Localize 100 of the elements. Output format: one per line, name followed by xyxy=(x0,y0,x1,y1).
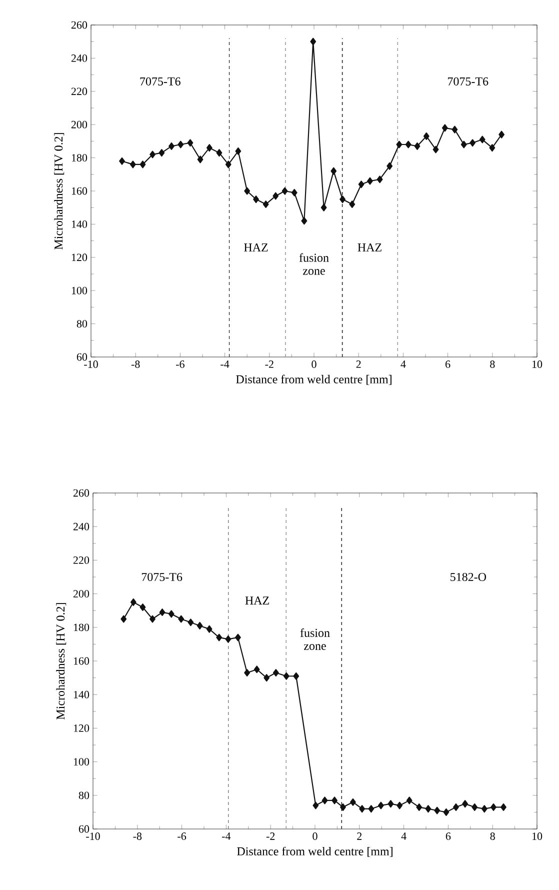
point xyxy=(500,803,506,811)
x-tick-label: -2 xyxy=(265,360,274,368)
y-tick-label: 120 xyxy=(72,254,88,262)
y-tick-label: 240 xyxy=(73,522,90,530)
annotation: 5182-O xyxy=(450,572,486,582)
annotation: fusion zone xyxy=(300,628,330,650)
y-axis-title: Microhardness [HV 0.2] xyxy=(54,133,64,250)
point xyxy=(432,146,439,154)
y-tick-label: 140 xyxy=(74,690,90,698)
point xyxy=(150,150,156,158)
x-tick-label: 6 xyxy=(446,832,451,840)
point xyxy=(254,666,260,674)
point xyxy=(206,625,212,633)
point xyxy=(442,124,448,132)
point xyxy=(376,176,383,184)
annotation: HAZ xyxy=(244,243,268,252)
point xyxy=(216,634,222,642)
y-tick-label: 200 xyxy=(73,590,90,598)
x-tick-label: 10 xyxy=(532,832,542,840)
y-tick-label: 80 xyxy=(78,792,90,800)
point xyxy=(253,196,259,204)
y-tick-label: 220 xyxy=(73,556,90,564)
point xyxy=(320,204,327,212)
point xyxy=(405,140,412,148)
y-tick-label: 260 xyxy=(73,489,90,497)
point xyxy=(330,167,337,175)
x-tick-label: 0 xyxy=(312,832,318,840)
point xyxy=(310,38,316,46)
point xyxy=(367,177,373,185)
y-axis-title: Microhardness [HV 0.2] xyxy=(56,603,66,720)
point xyxy=(386,162,393,170)
x-tick-label: -2 xyxy=(266,832,275,840)
point xyxy=(472,803,478,811)
point xyxy=(396,802,403,810)
point xyxy=(178,140,184,148)
x-tick-label: 8 xyxy=(490,832,495,840)
point xyxy=(235,147,242,155)
y-tick-label: 180 xyxy=(72,154,88,162)
point xyxy=(244,187,250,195)
point xyxy=(368,805,374,813)
point xyxy=(130,598,136,606)
x-tick-label: -10 xyxy=(84,360,98,368)
point xyxy=(283,672,290,680)
x-tick-label: 2 xyxy=(357,832,362,840)
x-tick-label: 6 xyxy=(446,360,450,368)
point xyxy=(378,802,384,810)
point xyxy=(434,806,440,814)
point xyxy=(272,669,279,677)
point xyxy=(332,796,338,804)
point xyxy=(225,635,232,643)
point xyxy=(150,615,156,623)
point xyxy=(479,136,486,144)
point xyxy=(140,160,146,168)
y-tick-label: 60 xyxy=(78,825,90,833)
point xyxy=(396,140,402,148)
point xyxy=(340,803,346,811)
point xyxy=(140,603,146,611)
y-tick-label: 100 xyxy=(72,286,88,294)
annotation: 7075-T6 xyxy=(448,77,488,86)
x-tick-label: -6 xyxy=(176,360,184,368)
x-tick-label: -8 xyxy=(131,360,140,368)
y-tick-label: 220 xyxy=(71,88,88,96)
point xyxy=(120,615,127,623)
point xyxy=(197,156,204,164)
point xyxy=(301,217,308,225)
point xyxy=(235,634,241,642)
point xyxy=(490,803,496,811)
point xyxy=(196,622,203,630)
x-axis-title: Distance from weld centre [mm] xyxy=(237,846,392,857)
point xyxy=(443,808,450,816)
point xyxy=(340,196,346,204)
point xyxy=(262,200,269,208)
point xyxy=(423,132,430,140)
point xyxy=(349,200,356,208)
point xyxy=(498,130,504,138)
y-tick-label: 200 xyxy=(71,120,88,128)
annotation: HAZ xyxy=(358,243,382,252)
y-tick-label: 80 xyxy=(76,320,88,328)
point xyxy=(225,160,232,168)
point xyxy=(119,157,125,165)
point xyxy=(206,144,212,152)
y-tick-label: 180 xyxy=(74,624,90,632)
x-tick-label: 4 xyxy=(401,832,406,840)
point xyxy=(168,142,174,150)
point xyxy=(460,140,467,148)
y-tick-label: 140 xyxy=(72,220,88,228)
point xyxy=(462,800,468,808)
point xyxy=(291,188,298,196)
annotation: fusion zone xyxy=(299,253,329,275)
x-tick-label: -4 xyxy=(222,832,231,840)
y-tick-label: 160 xyxy=(74,657,90,665)
y-tick-label: 60 xyxy=(76,353,88,361)
point xyxy=(216,149,222,157)
point xyxy=(453,803,459,811)
y-tick-label: 240 xyxy=(71,54,88,62)
x-axis-title: Distance from weld centre [mm] xyxy=(236,374,392,385)
point xyxy=(187,139,194,147)
point xyxy=(350,798,356,806)
y-tick-label: 260 xyxy=(71,21,88,29)
point xyxy=(406,796,412,804)
